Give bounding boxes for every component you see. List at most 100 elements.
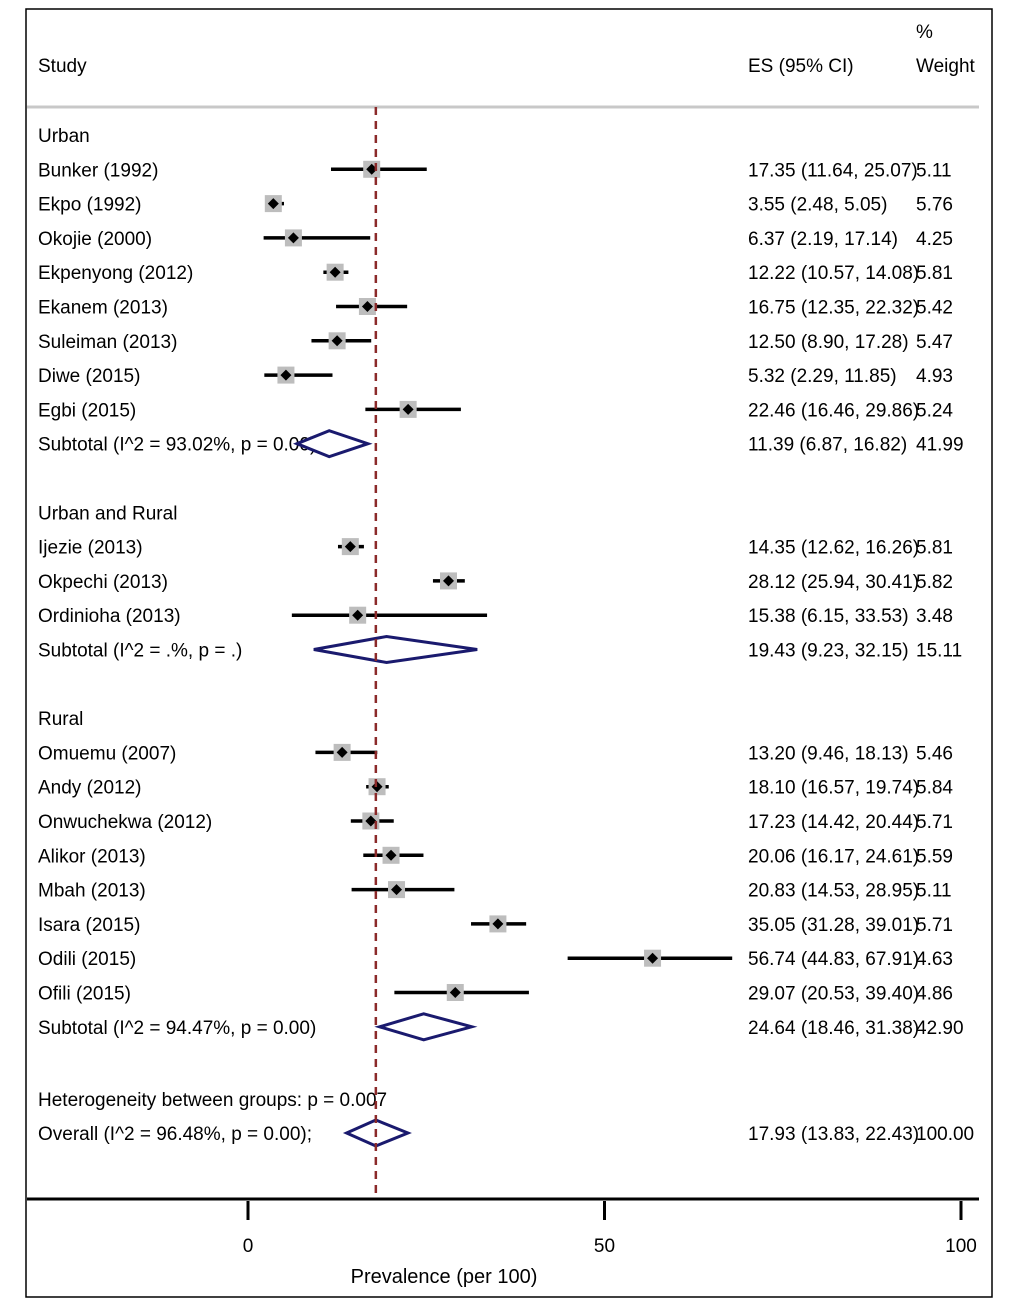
- weight-value: 5.76: [916, 195, 953, 216]
- weight-value: 4.63: [916, 949, 953, 970]
- study-label: Okpechi (2013): [38, 572, 168, 593]
- study-label: Ekpenyong (2012): [38, 263, 193, 284]
- weight-value: 5.81: [916, 538, 953, 559]
- weight-value: 5.81: [916, 263, 953, 284]
- group-heading: Urban: [38, 126, 90, 147]
- es-ci-value: 29.07 (20.53, 39.40): [748, 984, 919, 1005]
- es-ci-value: 17.35 (11.64, 25.07): [748, 160, 918, 181]
- study-label: Ekpo (1992): [38, 195, 142, 216]
- x-tick-label: 0: [243, 1236, 254, 1257]
- header-study: Study: [38, 56, 87, 77]
- study-label: Omuemu (2007): [38, 743, 176, 764]
- weight-value: 4.93: [916, 366, 953, 387]
- study-label: Isara (2015): [38, 915, 140, 936]
- point-estimate: [344, 541, 356, 553]
- study-label: Onwuchekwa (2012): [38, 812, 212, 833]
- study-label: Ijezie (2013): [38, 538, 143, 559]
- study-label: Egbi (2015): [38, 400, 136, 421]
- point-estimate: [391, 884, 403, 896]
- plot-frame: [25, 8, 993, 1298]
- study-label: Diwe (2015): [38, 366, 140, 387]
- weight-value: 5.59: [916, 846, 953, 867]
- es-ci-value: 20.06 (16.17, 24.61): [748, 846, 919, 867]
- subtotal-diamond: [313, 634, 478, 665]
- es-ci-value: 6.37 (2.19, 17.14): [748, 229, 898, 250]
- es-ci-value: 18.10 (16.57, 19.74): [748, 778, 919, 799]
- weight-value: 5.71: [916, 915, 953, 936]
- weight-value: 4.25: [916, 229, 953, 250]
- study-label: Ekanem (2013): [38, 298, 168, 319]
- subtotal-label: Subtotal (I^2 = 93.02%, p = 0.00): [38, 435, 316, 456]
- header-weight-percent: %: [916, 22, 933, 43]
- es-ci-value: 19.43 (9.23, 32.15): [748, 641, 909, 662]
- x-tick-label: 100: [945, 1236, 977, 1257]
- weight-value: 42.90: [916, 1018, 964, 1039]
- point-estimate: [336, 746, 348, 758]
- point-estimate: [329, 266, 341, 278]
- es-ci-value: 22.46 (16.46, 29.86): [748, 400, 919, 421]
- subtotal-label: Subtotal (I^2 = 94.47%, p = 0.00): [38, 1018, 316, 1039]
- subtotal-diamond: [374, 1012, 478, 1042]
- study-label: Bunker (1992): [38, 160, 158, 181]
- weight-value: 5.84: [916, 778, 953, 799]
- es-ci-value: 12.50 (8.90, 17.28): [748, 332, 909, 353]
- weight-value: 5.82: [916, 572, 953, 593]
- point-estimate: [449, 987, 461, 998]
- es-ci-value: 11.39 (6.87, 16.82): [748, 435, 907, 456]
- weight-value: 5.71: [916, 812, 953, 833]
- point-estimate: [385, 849, 397, 861]
- study-label: Andy (2012): [38, 778, 142, 799]
- weight-value: 41.99: [916, 435, 964, 456]
- point-estimate: [442, 575, 454, 587]
- es-ci-value: 17.23 (14.42, 20.44): [748, 812, 919, 833]
- es-ci-value: 14.35 (12.62, 16.26): [748, 538, 919, 559]
- point-estimate: [492, 918, 504, 930]
- es-ci-value: 24.64 (18.46, 31.38): [748, 1018, 919, 1039]
- x-tick-label: 50: [594, 1236, 615, 1257]
- weight-value: 100.00: [916, 1124, 974, 1145]
- weight-value: 5.11: [916, 881, 952, 902]
- point-estimate: [287, 232, 299, 244]
- es-ci-value: 35.05 (31.28, 39.01): [748, 915, 919, 936]
- x-axis-label: Prevalence (per 100): [351, 1266, 538, 1288]
- weight-value: 5.47: [916, 332, 953, 353]
- overall-diamond: [342, 1118, 412, 1148]
- study-label: Odili (2015): [38, 949, 136, 970]
- weight-value: 4.86: [916, 984, 953, 1005]
- point-estimate: [361, 301, 373, 312]
- point-estimate: [331, 335, 343, 347]
- es-ci-value: 12.22 (10.57, 14.08): [748, 263, 919, 284]
- point-estimate: [280, 369, 292, 381]
- es-ci-value: 17.93 (13.83, 22.43): [748, 1124, 919, 1145]
- es-ci-value: 16.75 (12.35, 22.32): [748, 298, 919, 319]
- header-es: ES (95% CI): [748, 56, 854, 77]
- study-label: Mbah (2013): [38, 881, 146, 902]
- es-ci-value: 28.12 (25.94, 30.41): [748, 572, 919, 593]
- es-ci-value: 20.83 (14.53, 28.95): [748, 881, 919, 902]
- study-label: Suleiman (2013): [38, 332, 177, 353]
- study-label: Ordinioha (2013): [38, 606, 181, 627]
- group-heading: Rural: [38, 709, 83, 730]
- es-ci-value: 13.20 (9.46, 18.13): [748, 743, 909, 764]
- weight-value: 15.11: [916, 641, 962, 662]
- point-estimate: [267, 198, 279, 210]
- weight-value: 5.46: [916, 743, 953, 764]
- overall-label: Overall (I^2 = 96.48%, p = 0.00);: [38, 1124, 312, 1145]
- point-estimate: [365, 815, 377, 827]
- es-ci-value: 15.38 (6.15, 33.53): [748, 606, 909, 627]
- x-axis-ticks: 0 50 100: [243, 1201, 977, 1257]
- weight-value: 5.24: [916, 400, 953, 421]
- weight-value: 5.42: [916, 298, 953, 319]
- weight-value: 5.11: [916, 160, 952, 181]
- study-label: Okojie (2000): [38, 229, 152, 250]
- header-weight: Weight: [916, 56, 976, 77]
- subtotal-diamond: [292, 429, 373, 459]
- study-label: Alikor (2013): [38, 846, 146, 867]
- es-ci-value: 3.55 (2.48, 5.05): [748, 195, 887, 216]
- point-estimate: [402, 403, 414, 415]
- subtotal-label: Subtotal (I^2 = .%, p = .): [38, 641, 242, 662]
- point-estimate: [647, 952, 659, 964]
- weight-value: 3.48: [916, 606, 953, 627]
